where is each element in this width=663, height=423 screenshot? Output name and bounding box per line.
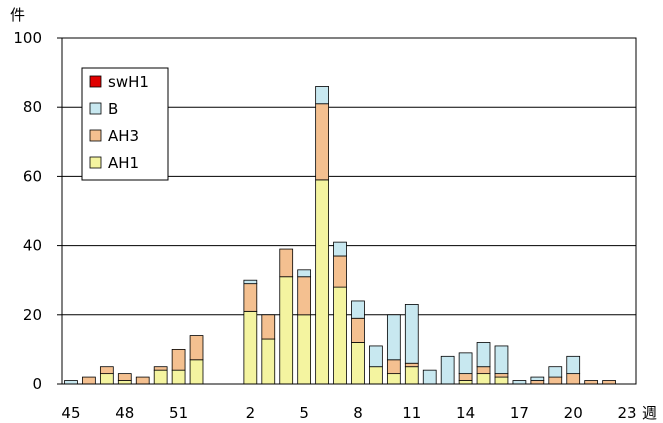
bar-B-10	[386, 314, 401, 361]
x-tick-label: 17	[510, 404, 529, 422]
bar-AH3-15	[476, 366, 491, 375]
x-axis-ticks: 45 48 51 2 5 8 11 14 17 20 23	[61, 404, 636, 422]
bar-AH3-8	[351, 317, 365, 343]
plot-frame	[61, 37, 637, 385]
bar-AH3-14	[458, 373, 473, 381]
x-tick-label: 8	[353, 404, 363, 422]
legend-swatch-swH1	[89, 75, 102, 88]
bar-AH1-14	[458, 380, 473, 385]
bar-B-16	[494, 345, 509, 375]
bar-AH1-47	[99, 373, 114, 385]
x-tick-label: 14	[456, 404, 475, 422]
bar-AH1-10	[386, 373, 401, 385]
bar-AH1-16	[494, 376, 509, 385]
bar-AH3-19	[548, 376, 563, 385]
y-axis-label: 件	[10, 6, 25, 24]
bar-AH1-52	[189, 359, 204, 385]
bar-AH1-8	[351, 342, 365, 385]
bar-B-14	[458, 352, 473, 375]
bar-AH3-52	[189, 335, 204, 361]
bar-AH1-5	[297, 314, 312, 385]
y-tick-label: 100	[13, 29, 42, 47]
legend: swH1 B AH3 AH1	[81, 67, 169, 181]
y-tick-label: 0	[32, 375, 42, 393]
legend-label-AH3: AH3	[108, 127, 139, 145]
bar-B-2	[243, 279, 258, 285]
bar-AH3-16	[494, 373, 509, 378]
bar-B-5	[297, 269, 312, 278]
x-tick-label: 5	[299, 404, 309, 422]
x-tick-label: 45	[61, 404, 80, 422]
bar-AH3-50	[153, 366, 168, 371]
bar-B-15	[476, 342, 491, 368]
bars	[64, 86, 616, 385]
bar-AH3-5	[297, 276, 312, 316]
x-tick-label: 2	[246, 404, 256, 422]
bar-AH1-48	[117, 380, 132, 385]
y-tick-label: 80	[23, 98, 42, 116]
bar-AH1-15	[476, 373, 491, 385]
bar-AH3-21	[584, 380, 599, 385]
y-axis-ticks: 0 20 40 60 80 100	[13, 29, 62, 393]
bar-B-20	[566, 355, 581, 375]
bar-B-11	[404, 304, 419, 364]
bar-AH1-7	[333, 286, 347, 385]
bar-B-18	[530, 376, 545, 381]
bar-AH1-3	[261, 338, 276, 385]
bar-AH3-6	[315, 103, 329, 181]
bar-AH1-50	[153, 369, 168, 385]
y-tick-label: 60	[23, 167, 42, 185]
bar-AH1-2	[243, 310, 258, 385]
bar-AH3-10	[386, 359, 401, 375]
x-tick-label: 20	[564, 404, 583, 422]
bar-B-12	[422, 369, 437, 385]
bar-AH1-4	[279, 276, 294, 385]
bar-B-9	[369, 345, 383, 368]
bar-B-7	[333, 241, 347, 257]
bar-B-45	[64, 380, 78, 385]
bar-AH1-51	[171, 369, 186, 385]
bar-AH3-22	[602, 380, 616, 385]
bar-AH3-47	[99, 366, 114, 375]
bar-AH3-4	[279, 248, 294, 278]
y-tick-label: 20	[23, 306, 42, 324]
bar-AH3-49	[135, 376, 150, 385]
legend-label-AH1: AH1	[108, 154, 139, 172]
x-tick-label: 51	[169, 404, 188, 422]
bar-AH3-11	[404, 362, 419, 368]
bar-AH3-18	[530, 380, 545, 385]
legend-swatch-AH3	[89, 129, 102, 142]
bar-B-13	[440, 355, 455, 385]
bar-B-6	[315, 86, 329, 105]
legend-swatch-AH1	[89, 156, 102, 169]
bar-AH3-48	[117, 373, 132, 381]
x-tick-label: 48	[115, 404, 134, 422]
bar-AH3-51	[171, 348, 186, 371]
x-tick-label: 23	[617, 404, 636, 422]
bar-AH3-3	[261, 314, 276, 340]
legend-label-B: B	[108, 100, 118, 118]
y-tick-label: 40	[23, 237, 42, 255]
bar-AH3-46	[82, 376, 96, 385]
bar-B-8	[351, 300, 365, 319]
bar-AH3-2	[243, 283, 258, 312]
bar-AH3-7	[333, 255, 347, 288]
bar-AH1-9	[369, 366, 383, 385]
bar-AH3-20	[566, 373, 581, 385]
legend-label-swH1: swH1	[108, 73, 149, 91]
bar-B-17	[512, 380, 527, 385]
x-tick-label: 11	[402, 404, 421, 422]
bar-AH1-6	[315, 179, 329, 385]
bar-AH1-11	[404, 366, 419, 385]
x-axis-label: 週	[642, 404, 657, 422]
legend-swatch-B	[89, 102, 102, 115]
bar-B-19	[548, 366, 563, 378]
